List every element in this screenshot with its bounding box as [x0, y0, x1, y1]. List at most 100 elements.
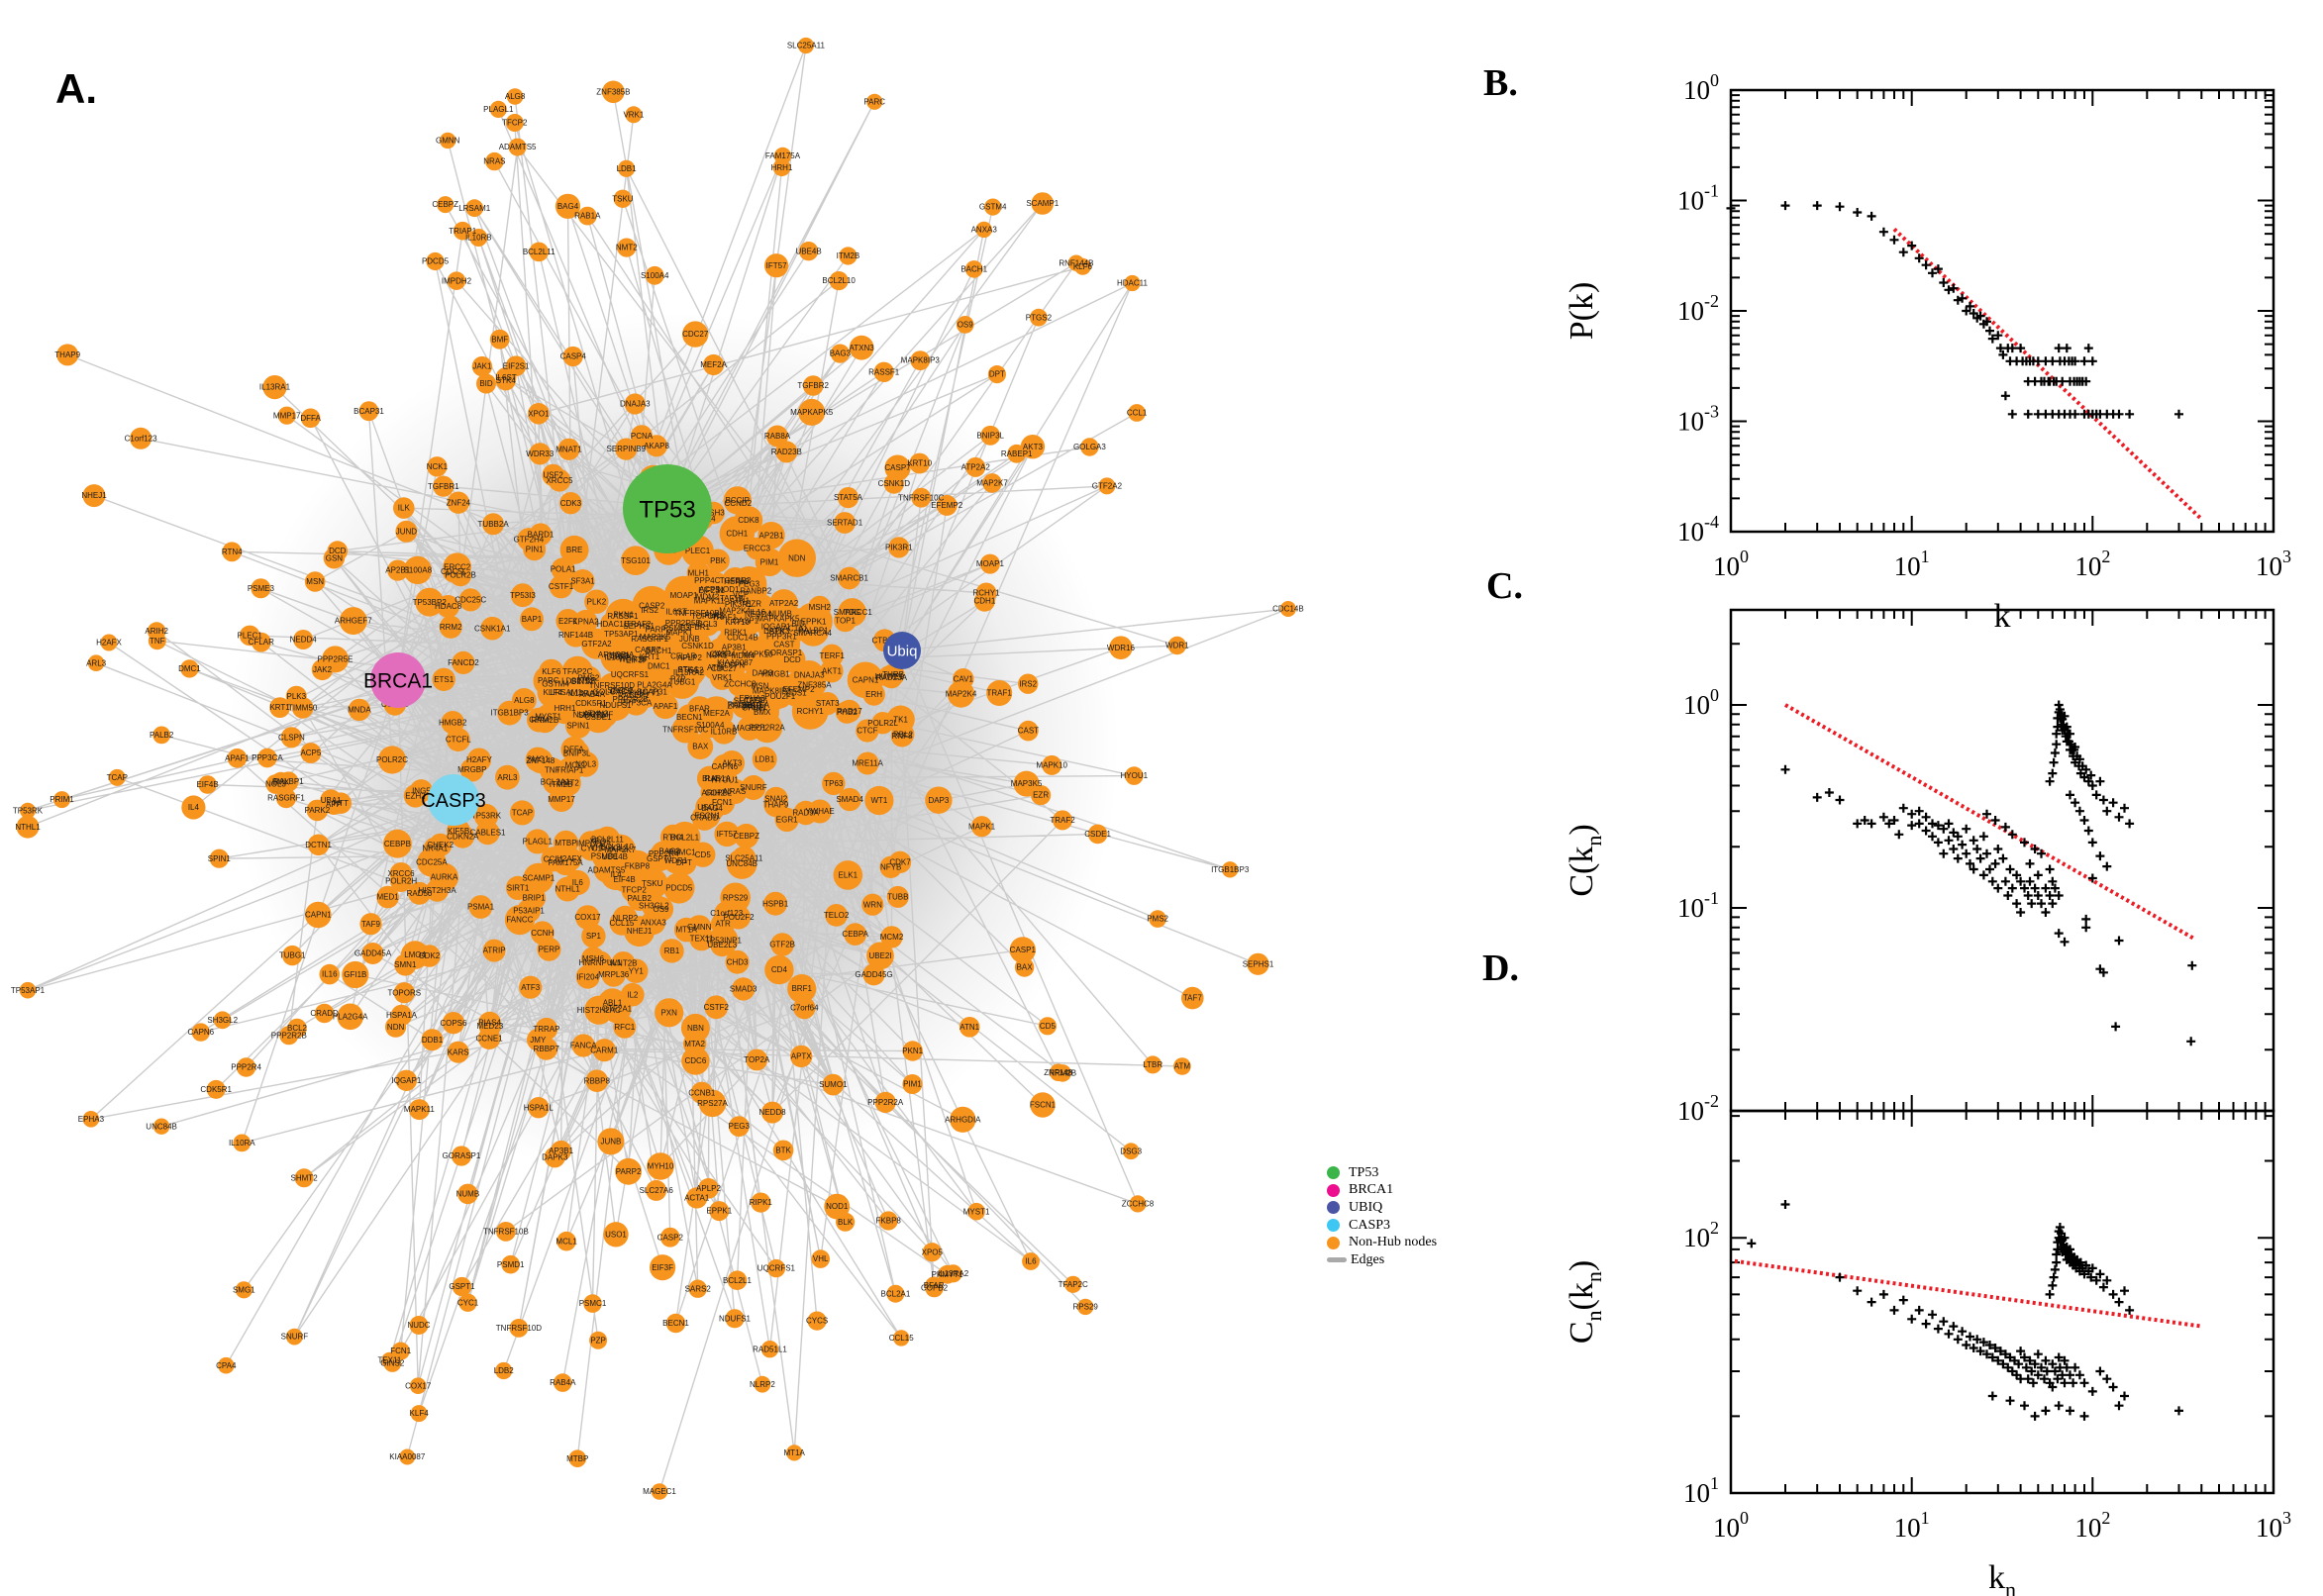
network-node-label: NBN — [687, 1024, 704, 1033]
network-node — [429, 833, 453, 857]
y-axis-title: C(kn​) — [1564, 824, 1606, 896]
network-node-label: CDK7 — [889, 857, 911, 866]
network-node-label: MAPK11 — [404, 1105, 436, 1114]
network-node — [611, 951, 636, 975]
network-node — [152, 1118, 170, 1135]
network-node — [607, 598, 640, 631]
network-node-label: RAD23B — [771, 448, 802, 456]
network-node — [56, 344, 79, 366]
network-node-label: CEBPZ — [733, 832, 759, 841]
network-node-label: PIN1 — [526, 545, 544, 553]
legend-item-casp3: CASP3 — [1327, 1217, 1437, 1235]
network-node — [409, 1377, 427, 1394]
network-node-label: HIST2H3A — [418, 886, 456, 895]
network-node-label: NDUFS1 — [719, 1314, 752, 1323]
scatter-points — [1747, 1200, 2183, 1421]
network-node-label: ZNF385B — [727, 702, 760, 711]
network-node-label: TOP2A — [744, 1055, 770, 1064]
network-node-label: COX17 — [574, 913, 601, 922]
network-node-label: ARIH2 — [145, 627, 168, 636]
network-node-label: PMS2 — [1147, 915, 1168, 924]
network-node-label: BCL2A1 — [881, 1289, 911, 1298]
legend-item-label: CASP3 — [1349, 1217, 1391, 1233]
network-node-label: BLK — [702, 774, 718, 783]
network-node — [764, 253, 789, 278]
network-node-label: PCNA — [631, 432, 654, 441]
network-node — [191, 1023, 210, 1042]
network-node-label: BAP1 — [522, 615, 543, 624]
legend-item-label: TP53 — [1349, 1164, 1379, 1180]
network-node — [399, 1448, 416, 1465]
network-node-label: PARP2 — [616, 1167, 642, 1176]
network-node — [87, 654, 105, 671]
network-node-label: JMY — [530, 1036, 547, 1045]
network-node — [746, 656, 779, 690]
network-node-label: BAG3 — [659, 847, 681, 855]
network-node-label: IQGAP1 — [392, 1076, 422, 1085]
network-node-label: WDR33 — [526, 449, 555, 458]
network-node — [663, 872, 695, 904]
network-node-label: EIF3F — [652, 1263, 673, 1272]
network-node — [476, 373, 496, 394]
network-node — [717, 650, 747, 680]
network-node-label: ILK — [398, 504, 411, 513]
network-node — [556, 847, 582, 872]
network-node-label: PSME3 — [248, 584, 275, 593]
network-node-label: CDC14B — [727, 634, 758, 643]
network-node — [766, 1258, 786, 1278]
network-node — [233, 1134, 252, 1152]
network-node — [825, 904, 848, 927]
network-node-label: MT1A — [784, 1448, 806, 1457]
network-node — [884, 454, 911, 481]
network-node — [682, 321, 709, 348]
network-node-label: CRADD — [690, 814, 719, 823]
network-node-label: TUBG1 — [669, 677, 696, 686]
network-node-label: NOL3 — [265, 780, 286, 789]
network-node-label: CDC25C — [454, 596, 486, 605]
chart-panel-c: 100 10-1 10-2 C(kn​) — [1564, 608, 2275, 1126]
network-node-label: NCK1 — [427, 462, 449, 471]
network-node-label: MTBP — [566, 1454, 588, 1463]
network-node-label: CPA4 — [216, 1361, 237, 1370]
network-node-label: MTA2 — [684, 1040, 705, 1048]
network-node-label: SPIN1 — [566, 722, 590, 731]
network-node — [772, 1140, 794, 1161]
network-node — [285, 685, 307, 707]
network-node — [680, 614, 708, 641]
network-hubs-layer: TP53 BRCA1 CASP3 Ubiq — [363, 464, 921, 826]
network-node-label: RAD9A — [792, 809, 819, 818]
network-node — [835, 700, 858, 724]
network-node-label: PPP2R2A — [750, 723, 786, 732]
network-node-label: TP53INP1 — [705, 936, 742, 945]
network-node-label: TP53AP1 — [11, 986, 46, 995]
network-node — [323, 793, 345, 815]
network-node — [793, 996, 816, 1020]
network-node-label: TRAF2 — [1050, 816, 1075, 825]
network-node — [741, 775, 766, 800]
network-node — [510, 583, 535, 608]
network-node-label: DCTN1 — [305, 841, 332, 849]
network-node-label: PPP2R5E — [665, 619, 701, 628]
x-axis-title: k — [1994, 598, 2011, 635]
network-node — [275, 788, 297, 809]
network-node — [1018, 673, 1039, 694]
network-node-label: XPO5 — [589, 838, 611, 847]
network-node-label: RFC1 — [614, 1023, 635, 1032]
network-node — [505, 355, 527, 377]
network-node-label: IL4 — [611, 870, 623, 879]
network-node-label: RCHY1 — [972, 589, 1000, 598]
network-node — [659, 824, 686, 850]
network-node-label: TRAF1 — [712, 613, 738, 622]
network-node-label: IL6ST — [495, 373, 516, 382]
network-node — [861, 893, 884, 916]
network-node — [485, 151, 504, 171]
network-node — [280, 727, 302, 748]
network-node-label: ATR — [715, 920, 731, 929]
network-node-label: MAP3K5 — [640, 633, 671, 642]
network-node — [348, 698, 371, 722]
network-node — [655, 998, 684, 1028]
network-node-label: HMGB1 — [761, 670, 790, 679]
network-node-label: USO1 — [605, 1230, 627, 1239]
network-node-label: KRT1 — [640, 652, 660, 661]
network-node-label: VCP — [733, 590, 749, 599]
